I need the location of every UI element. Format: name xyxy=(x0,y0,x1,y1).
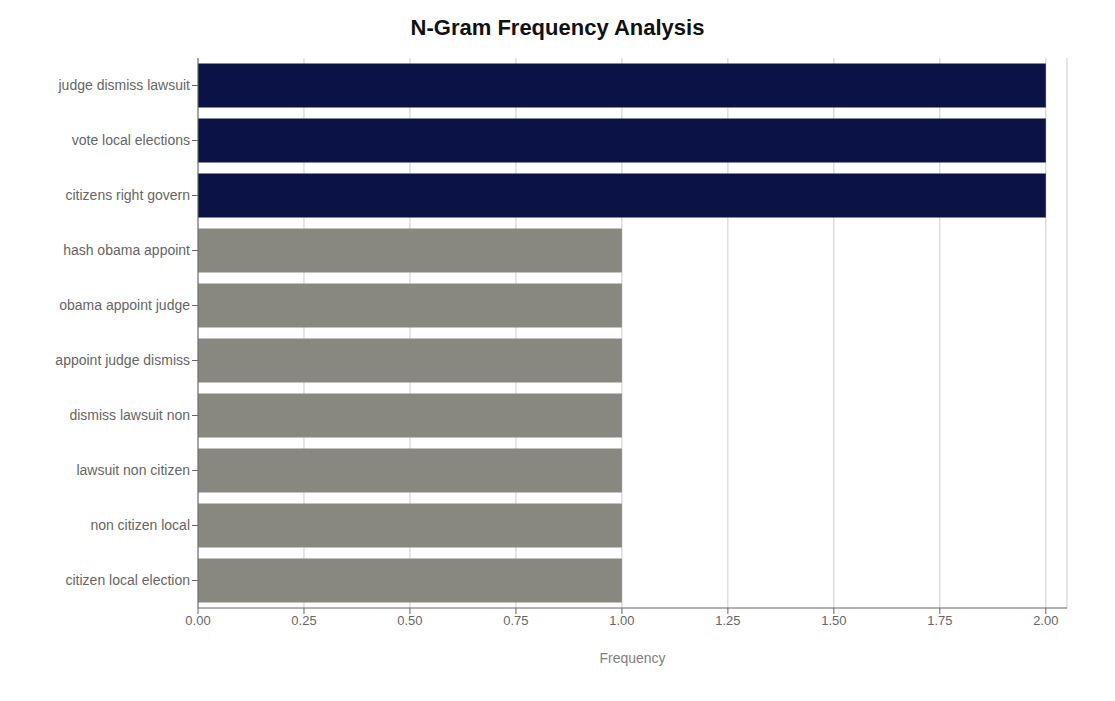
svg-text:non citizen local: non citizen local xyxy=(90,517,190,533)
svg-text:0.25: 0.25 xyxy=(291,613,316,628)
svg-text:citizens right govern: citizens right govern xyxy=(65,187,190,203)
svg-text:1.75: 1.75 xyxy=(927,613,952,628)
svg-text:obama appoint judge: obama appoint judge xyxy=(59,297,190,313)
svg-text:1.50: 1.50 xyxy=(821,613,846,628)
svg-text:1.25: 1.25 xyxy=(715,613,740,628)
svg-text:0.00: 0.00 xyxy=(185,613,210,628)
html-text:N-Gram Frequency Analysis: N-Gram Frequency Analysis xyxy=(410,15,705,40)
svg-text:0.50: 0.50 xyxy=(397,613,422,628)
svg-text:vote local elections: vote local elections xyxy=(72,132,190,148)
svg-text:hash obama appoint: hash obama appoint xyxy=(63,242,190,258)
svg-text:appoint judge dismiss: appoint judge dismiss xyxy=(55,352,190,368)
svg-text:1.00: 1.00 xyxy=(609,613,634,628)
svg-text:lawsuit non citizen: lawsuit non citizen xyxy=(76,462,190,478)
svg-text:0.75: 0.75 xyxy=(503,613,528,628)
svg-text:citizen local election: citizen local election xyxy=(65,572,190,588)
svg-text:2.00: 2.00 xyxy=(1033,613,1058,628)
svg-text:dismiss lawsuit non: dismiss lawsuit non xyxy=(69,407,190,423)
svg-text:judge dismiss lawsuit: judge dismiss lawsuit xyxy=(58,77,191,93)
svg-text:Frequency: Frequency xyxy=(599,650,665,666)
